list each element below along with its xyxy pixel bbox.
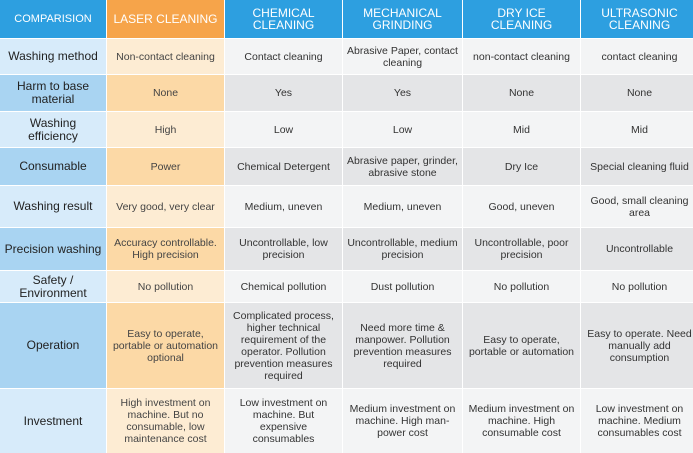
table-cell: Yes [343, 75, 462, 111]
laser-cell: Very good, very clear [107, 186, 224, 227]
header-laser-cleaning: LASER CLEANING [107, 0, 224, 38]
table-cell: Uncontrollable [581, 228, 693, 270]
laser-cell: Easy to operate, portable or automation … [107, 303, 224, 388]
table-cell: Medium, uneven [343, 186, 462, 227]
row-label: Investment [0, 389, 106, 453]
row-label: Safety / Environment [0, 271, 106, 302]
table-cell: Easy to operate. Need manually add consu… [581, 303, 693, 388]
table-cell: Chemical pollution [225, 271, 342, 302]
table-cell: Low [225, 112, 342, 147]
table-cell: Uncontrollable, poor precision [463, 228, 580, 270]
table-cell: Mid [581, 112, 693, 147]
laser-cell: High [107, 112, 224, 147]
table-cell: Chemical Detergent [225, 148, 342, 185]
laser-cell: Non-contact cleaning [107, 39, 224, 74]
laser-cell: High investment on machine. But no consu… [107, 389, 224, 453]
row-label: Harm to base material [0, 75, 106, 111]
table-cell: Abrasive Paper, contact cleaning [343, 39, 462, 74]
table-cell: Medium investment on machine. High man-p… [343, 389, 462, 453]
table-cell: Yes [225, 75, 342, 111]
table-cell: No pollution [581, 271, 693, 302]
row-label: Washing method [0, 39, 106, 74]
row-label: Precision washing [0, 228, 106, 270]
table-cell: non-contact cleaning [463, 39, 580, 74]
table-cell: Dry Ice [463, 148, 580, 185]
table-cell: Uncontrollable, medium precision [343, 228, 462, 270]
header-chemical-cleaning: CHEMICAL CLEANING [225, 0, 342, 38]
table-cell: Need more time & manpower. Pollution pre… [343, 303, 462, 388]
table-cell: contact cleaning [581, 39, 693, 74]
laser-cell: No pollution [107, 271, 224, 302]
table-cell: Contact cleaning [225, 39, 342, 74]
header-comparision: COMPARISION [0, 0, 106, 38]
table-cell: Mid [463, 112, 580, 147]
table-cell: Low investment on machine. But expensive… [225, 389, 342, 453]
laser-cell: None [107, 75, 224, 111]
table-cell: Good, uneven [463, 186, 580, 227]
table-cell: Low [343, 112, 462, 147]
table-cell: Complicated process, higher technical re… [225, 303, 342, 388]
table-cell: Uncontrollable, low precision [225, 228, 342, 270]
laser-cell: Power [107, 148, 224, 185]
row-label: Consumable [0, 148, 106, 185]
header-mechanical-grinding: MECHANICAL GRINDING [343, 0, 462, 38]
table-cell: Medium, uneven [225, 186, 342, 227]
table-cell: Abrasive paper, grinder, abrasive stone [343, 148, 462, 185]
table-cell: None [463, 75, 580, 111]
table-cell: Medium investment on machine. High consu… [463, 389, 580, 453]
table-cell: No pollution [463, 271, 580, 302]
table-cell: Easy to operate, portable or automation [463, 303, 580, 388]
header-ultrasonic-cleaning: ULTRASONIC CLEANING [581, 0, 693, 38]
table-cell: None [581, 75, 693, 111]
row-label: Washing result [0, 186, 106, 227]
table-cell: Dust pollution [343, 271, 462, 302]
laser-cell: Accuracy controllable. High precision [107, 228, 224, 270]
table-cell: Special cleaning fluid [581, 148, 693, 185]
row-label: Operation [0, 303, 106, 388]
table-cell: Low investment on machine. Medium consum… [581, 389, 693, 453]
header-dry-ice-cleaning: DRY ICE CLEANING [463, 0, 580, 38]
table-cell: Good, small cleaning area [581, 186, 693, 227]
row-label: Washing efficiency [0, 112, 106, 147]
